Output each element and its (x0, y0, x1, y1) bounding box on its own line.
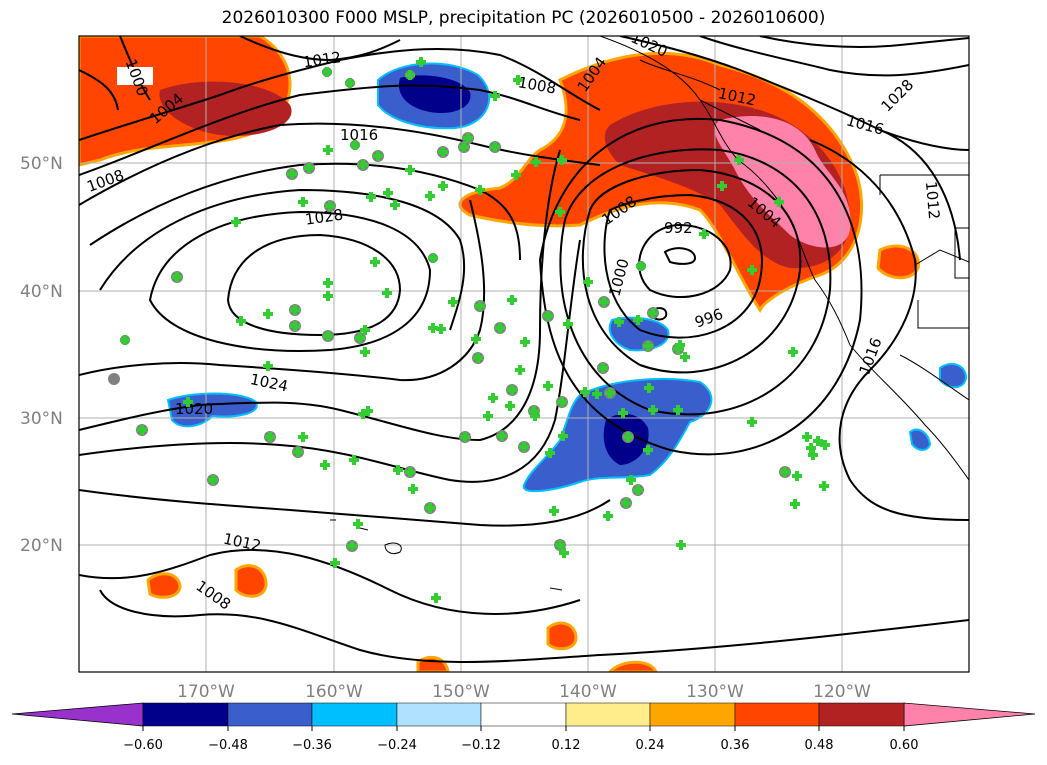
colorbar-segment (227, 702, 313, 727)
isobar-label: 1028 (304, 206, 344, 229)
lon-label: 150°W (432, 682, 490, 702)
latitude-labels: 50°N 40°N 30°N 20°N (20, 154, 63, 556)
lat-label: 20°N (20, 536, 63, 556)
lon-label: 120°W (813, 682, 871, 702)
map-title: 2026010300 F000 MSLP, precipitation PC (… (221, 8, 826, 28)
colorbar-tick-label: −0.48 (208, 738, 248, 753)
colorbar-segment (480, 702, 567, 727)
map-frame (78, 35, 970, 673)
colorbar-segment (649, 702, 736, 727)
colorbar-segment (565, 702, 651, 727)
lon-label: 130°W (686, 682, 744, 702)
colorbar-tick-label: 0.12 (552, 738, 581, 753)
lat-label: 40°N (20, 282, 63, 302)
lon-label: 160°W (305, 682, 363, 702)
isobar-label: 992 (664, 219, 693, 237)
isobar-label: 1016 (340, 126, 378, 144)
colorbar-tick-label: 0.24 (636, 738, 665, 753)
lat-label: 30°N (20, 409, 63, 429)
colorbar-tick-label: 0.48 (805, 738, 834, 753)
colorbar-tick-label: −0.12 (461, 738, 501, 753)
isobar-label: 1012 (922, 181, 943, 221)
colorbar-tick-label: −0.36 (292, 738, 332, 753)
longitude-labels: 170°W 160°W 150°W 140°W 130°W 120°W (177, 682, 871, 702)
colorbar-max-extension (903, 702, 1036, 727)
colorbar-segment (311, 702, 398, 727)
lon-label: 140°W (559, 682, 617, 702)
colorbar-tick-label: −0.24 (377, 738, 417, 753)
isobar-label: 1020 (175, 400, 213, 418)
colorbar-min-extension (11, 702, 144, 727)
colorbar-tick-label: −0.60 (123, 738, 163, 753)
colorbar-tick-label: 0.36 (721, 738, 750, 753)
colorbar-segment (142, 702, 229, 727)
station-markers (108, 57, 830, 603)
colorbar-tick-label: 0.60 (890, 738, 919, 753)
lon-label: 170°W (177, 682, 235, 702)
colorbar-segment (734, 702, 820, 727)
lat-label: 50°N (20, 154, 63, 174)
colorbar-segment (818, 702, 905, 727)
isobar-label: 1012 (302, 48, 342, 71)
colorbar: −0.60 −0.48 −0.36 −0.24 −0.12 0.12 0.24 … (11, 702, 1036, 753)
isobars (79, 36, 969, 663)
colorbar-segment (396, 702, 482, 727)
